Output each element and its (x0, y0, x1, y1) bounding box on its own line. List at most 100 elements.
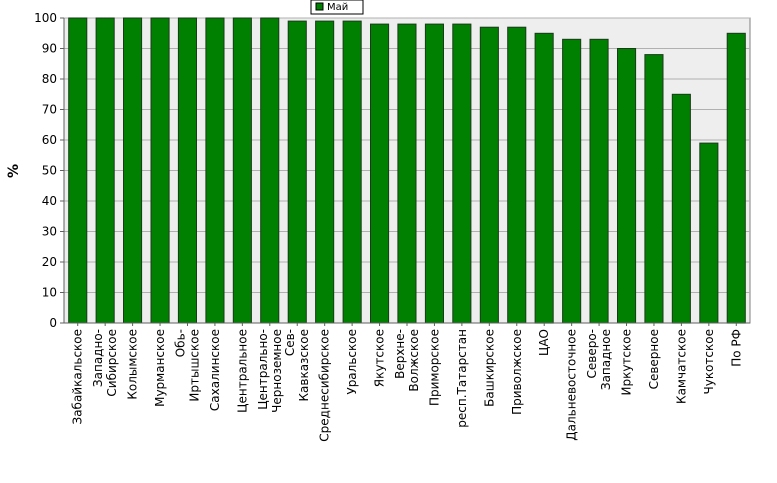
x-tick-label-line: Уральское (345, 329, 359, 395)
bar (644, 54, 664, 324)
x-tick-label-line: Иртышское (187, 329, 201, 402)
x-tick-label: Иркутское (620, 329, 634, 396)
x-tick-label-line: Западно- (91, 329, 105, 387)
y-tick-label: 70 (42, 103, 57, 117)
x-tick-label-line: Обь- (173, 329, 187, 357)
x-tick-label-line: Северо- (585, 329, 599, 379)
y-tick-labels: 0 10 20 30 40 50 60 70 80 90 100 (34, 11, 64, 330)
x-tick-label-line: Колымское (126, 329, 140, 400)
x-tick-label-line: Западное (599, 329, 613, 390)
x-tick-label: Сев- Кавказское (283, 329, 311, 402)
x-tick-label-line: Кавказское (297, 329, 311, 402)
x-tick-label: Камчатское (674, 329, 688, 404)
bar (370, 23, 390, 324)
x-tick-label: Верхне- Волжское (393, 329, 421, 392)
x-tick-label: Дальневосточное (565, 329, 579, 441)
x-tick-label: Западно- Сибирское (91, 329, 119, 397)
x-tick-label-line: Центральное (235, 329, 249, 413)
bar (424, 23, 444, 324)
y-tick-label: 30 (42, 225, 57, 239)
x-tick-label-line: Забайкальское (71, 329, 85, 425)
bar (123, 17, 143, 324)
bar (68, 17, 88, 324)
x-tick-label: Северо- Западное (585, 329, 613, 390)
y-tick-label: 40 (42, 194, 57, 208)
x-tick-label: Чукотское (702, 329, 716, 394)
x-tick-label-line: Верхне- (393, 329, 407, 379)
x-tick-label-line: Приморское (427, 329, 441, 406)
x-tick-label-line: Центрально- (256, 329, 270, 410)
x-tick-label: Башкирское (482, 329, 496, 407)
x-tick-label-line: Иркутское (620, 329, 634, 396)
bar (95, 17, 115, 324)
x-tick-label-line: Среднесибирское (318, 329, 332, 442)
x-tick-label: Центрально- Черноземное (256, 329, 284, 413)
bar (617, 48, 637, 324)
legend: Май (310, 0, 364, 15)
x-tick-label: Центральное (235, 329, 249, 413)
x-tick-label: По РФ (729, 329, 743, 367)
y-tick-label: 60 (42, 133, 57, 147)
x-tick-label-line: Сахалинское (208, 329, 222, 411)
x-tick-label: Колымское (126, 329, 140, 400)
bar (232, 17, 252, 324)
x-tick-label-line: Черноземное (270, 329, 284, 413)
x-tick-label: Приволжское (510, 329, 524, 415)
y-tick-label: 50 (42, 164, 57, 178)
x-tick-label: ЦАО (537, 329, 551, 356)
x-tick-label-line: ЦАО (537, 329, 551, 356)
x-tick-label: Якутское (373, 329, 387, 387)
y-tick-label: 100 (34, 11, 57, 25)
y-tick-label: 0 (49, 316, 57, 330)
bar (507, 26, 527, 324)
bar (479, 26, 499, 324)
bars (68, 17, 746, 324)
bar (534, 32, 554, 324)
y-tick-label: 90 (42, 42, 57, 56)
x-tick-label: Обь- Иртышское (173, 329, 201, 402)
x-tick-label-line: Башкирское (482, 329, 496, 407)
x-tick-label-line: Якутское (373, 329, 387, 387)
x-tick-label: Северное (647, 329, 661, 389)
x-tick-label: Мурманское (153, 329, 167, 407)
y-tick-label: 10 (42, 286, 57, 300)
x-tick-label: Приморское (427, 329, 441, 406)
bar (260, 17, 280, 324)
legend-swatch (315, 2, 324, 11)
y-tick-label: 20 (42, 255, 57, 269)
x-tick-label-line: По РФ (729, 329, 743, 367)
x-tick-label-line: Приволжское (510, 329, 524, 415)
bar (205, 17, 225, 324)
x-tick-label: Забайкальское (71, 329, 85, 425)
x-tick-label-line: Дальневосточное (565, 329, 579, 441)
x-tick-label-line: Сибирское (105, 329, 119, 397)
x-tick-label-line: Сев- (283, 329, 297, 356)
bar (562, 38, 582, 324)
bar (287, 20, 307, 324)
x-tick-label-line: Мурманское (153, 329, 167, 407)
bar (671, 93, 691, 324)
x-tick-label-line: Волжское (407, 329, 421, 392)
x-tick-label: респ.Татарстан (455, 329, 469, 428)
y-tick-label: 80 (42, 72, 57, 86)
bar (699, 142, 719, 324)
bar (342, 20, 362, 324)
bar (397, 23, 417, 324)
bar (177, 17, 197, 324)
bar (150, 17, 170, 324)
bar (726, 32, 746, 324)
legend-box (310, 0, 364, 15)
y-axis-label: % (6, 164, 22, 178)
x-tick-label-line: Чукотское (702, 329, 716, 394)
x-tick-label: Среднесибирское (318, 329, 332, 442)
x-tick-label: Уральское (345, 329, 359, 395)
bar (452, 23, 472, 324)
x-tick-label-line: Камчатское (674, 329, 688, 404)
bar (315, 20, 335, 324)
legend-label: Май (327, 2, 348, 13)
x-tick-labels: Забайкальское Западно- Сибирское Колымское М… (71, 323, 743, 442)
x-tick-label: Сахалинское (208, 329, 222, 411)
x-tick-label-line: Северное (647, 329, 661, 389)
x-tick-label-line: респ.Татарстан (455, 329, 469, 428)
